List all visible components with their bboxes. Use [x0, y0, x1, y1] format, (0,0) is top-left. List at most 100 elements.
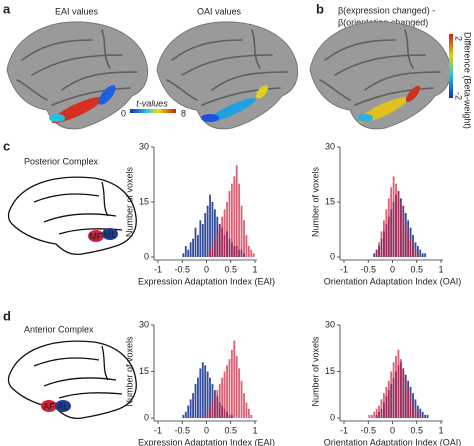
- bar: [235, 356, 238, 418]
- bar: [412, 402, 414, 418]
- bar: [424, 414, 427, 418]
- bar: [206, 371, 209, 418]
- y-tick-label: 30: [325, 141, 335, 151]
- area-label: MF: [90, 231, 103, 241]
- brain-eai: [6, 21, 149, 130]
- x-tick-label: -0.5: [360, 264, 376, 274]
- bar: [392, 176, 395, 257]
- colorbar-tick: 0: [121, 108, 126, 118]
- bar: [373, 411, 376, 418]
- panel-letter: d: [3, 308, 11, 323]
- bar: [218, 224, 221, 257]
- bar: [402, 213, 405, 257]
- bar: [424, 253, 427, 257]
- bar: [404, 377, 407, 418]
- bar: [387, 198, 390, 257]
- bar: [390, 187, 393, 257]
- bar: [192, 238, 194, 257]
- bar: [243, 393, 245, 418]
- bar: [230, 349, 233, 418]
- area-label: AF: [43, 401, 55, 411]
- bar: [223, 371, 226, 418]
- bar: [383, 220, 385, 257]
- bar: [416, 253, 419, 257]
- bar: [197, 235, 199, 257]
- bar: [182, 414, 185, 418]
- bar: [414, 249, 417, 257]
- bar: [421, 253, 424, 257]
- x-tick-label: 0: [204, 425, 209, 435]
- bar: [211, 383, 214, 418]
- x-tick-label: 0: [390, 264, 395, 274]
- bar: [407, 231, 410, 257]
- x-tick-label: 1: [438, 264, 443, 274]
- bar: [397, 191, 400, 257]
- bar: [385, 209, 388, 257]
- x-tick-label: 0.5: [224, 264, 237, 274]
- x-tick-label: 1: [252, 425, 257, 435]
- bar: [216, 231, 219, 257]
- bar: [209, 194, 211, 257]
- bar: [378, 242, 380, 257]
- bar: [233, 340, 236, 418]
- bar: [245, 402, 248, 418]
- bar: [419, 414, 422, 418]
- bar: [414, 242, 417, 257]
- bar: [395, 183, 397, 257]
- bar: [421, 411, 424, 418]
- y-tick-label: 0: [330, 251, 335, 261]
- bar: [199, 220, 202, 257]
- bar: [184, 246, 187, 257]
- bar: [187, 405, 190, 418]
- colorbar: [130, 109, 176, 113]
- y-tick-label: 15: [325, 196, 335, 206]
- bar: [226, 202, 228, 257]
- bar: [211, 202, 214, 257]
- bar: [216, 390, 219, 418]
- bar: [218, 383, 221, 418]
- panel-title: EAI values: [55, 6, 99, 16]
- y-tick-label: 30: [139, 319, 149, 329]
- bar: [370, 414, 373, 418]
- bar: [209, 377, 211, 418]
- bar: [206, 253, 209, 257]
- bar: [201, 362, 204, 418]
- colorbar-label: Difference (Beta-weight): [463, 32, 473, 129]
- bar: [230, 183, 233, 257]
- bar: [399, 359, 402, 418]
- x-axis-label: Expression Adaptation Index (EAI): [138, 437, 275, 446]
- y-tick-label: 15: [325, 366, 335, 376]
- bar: [233, 176, 236, 257]
- y-tick-label: 15: [139, 196, 149, 206]
- bar: [221, 377, 224, 418]
- bar: [409, 396, 412, 418]
- bar: [404, 224, 407, 257]
- bar: [245, 235, 248, 257]
- y-tick-label: 30: [325, 319, 335, 329]
- y-axis-label: Number of voxels: [124, 166, 134, 237]
- y-tick-label: 0: [144, 412, 149, 422]
- bar: [213, 396, 216, 418]
- bar: [414, 408, 417, 418]
- monkey-brain-anterior: AF AL: [7, 340, 137, 420]
- bar: [194, 383, 197, 418]
- bar: [211, 402, 214, 418]
- bar: [228, 359, 231, 418]
- bar: [211, 246, 214, 257]
- y-axis-label: Number of voxels: [310, 336, 320, 407]
- bar: [240, 380, 243, 418]
- colorbar-tick: 2: [454, 36, 464, 41]
- bar: [243, 220, 245, 257]
- bar: [187, 249, 190, 257]
- bar: [373, 253, 376, 257]
- bar: [416, 246, 419, 257]
- bar: [375, 408, 378, 418]
- bar: [392, 362, 395, 418]
- x-tick-label: -0.5: [174, 264, 190, 274]
- x-tick-label: -0.5: [360, 425, 376, 435]
- bar: [250, 414, 253, 418]
- bar: [426, 414, 429, 418]
- bar: [402, 368, 405, 418]
- x-tick-label: 0.5: [410, 425, 423, 435]
- bar: [238, 368, 241, 418]
